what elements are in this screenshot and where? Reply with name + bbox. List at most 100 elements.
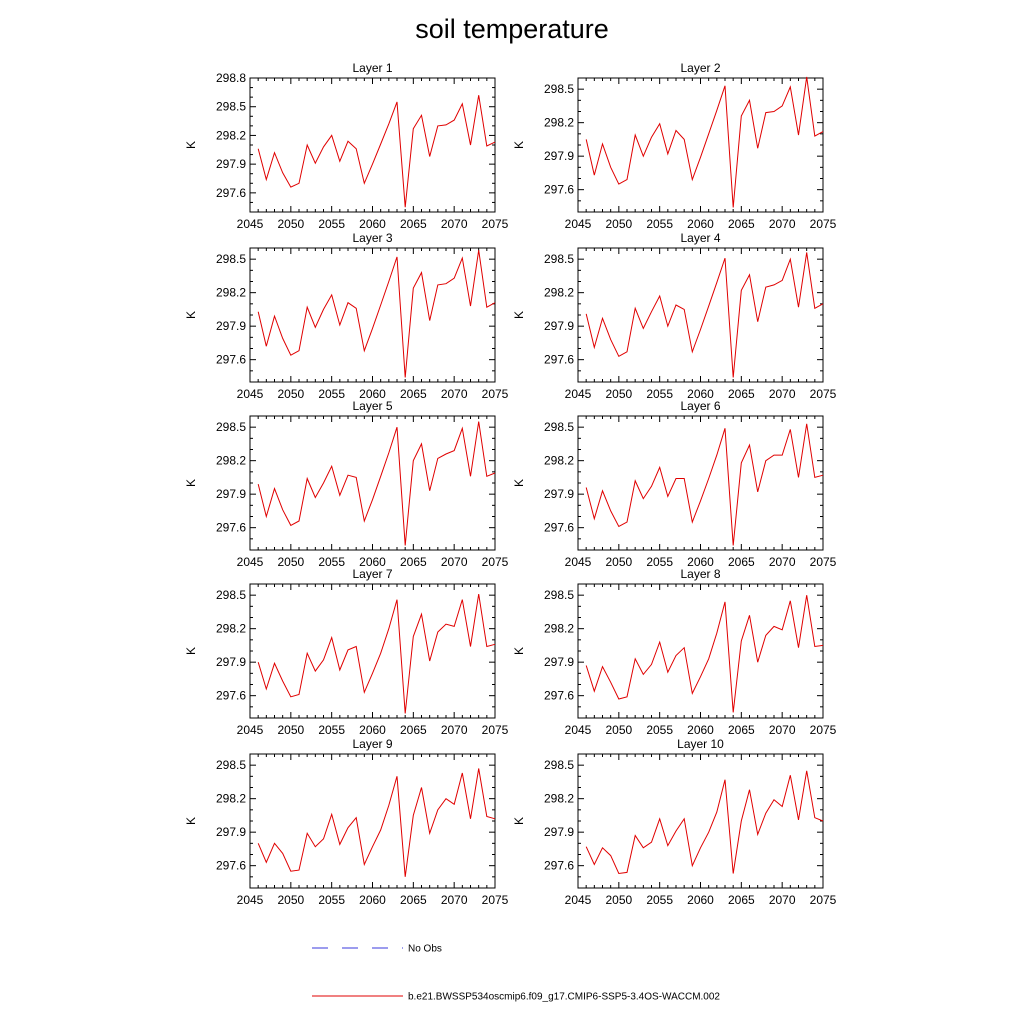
x-tick-label: 2065 [400, 723, 427, 737]
x-tick-label: 2065 [728, 387, 755, 401]
y-tick-label: 297.6 [216, 689, 246, 703]
x-tick-label: 2055 [646, 723, 673, 737]
y-tick-label: 297.6 [544, 689, 574, 703]
x-tick-label: 2075 [482, 555, 509, 569]
y-tick-label: 297.9 [216, 487, 246, 501]
x-tick-label: 2050 [277, 555, 304, 569]
x-tick-label: 2070 [769, 555, 796, 569]
x-tick-label: 2060 [359, 387, 386, 401]
x-tick-label: 2045 [237, 723, 264, 737]
y-tick-label: 297.9 [544, 149, 574, 163]
x-tick-label: 2050 [277, 723, 304, 737]
x-tick-label: 2060 [687, 217, 714, 231]
y-tick-label: 298.5 [544, 588, 574, 602]
x-tick-label: 2065 [728, 893, 755, 907]
y-tick-label: 298.2 [544, 286, 574, 300]
x-tick-label: 2075 [810, 217, 837, 231]
x-tick-label: 2045 [565, 893, 592, 907]
layer-panel: Layer 4 K 2045 2050 2055 2060 2065 2070 2075 297.… [512, 231, 837, 401]
y-tick-label: 297.6 [544, 521, 574, 535]
y-tick-label: 297.9 [544, 319, 574, 333]
y-tick-label: 297.9 [216, 319, 246, 333]
y-tick-label: 297.9 [544, 655, 574, 669]
plot-frame [577, 77, 824, 213]
x-tick-label: 2050 [277, 387, 304, 401]
y-tick-label: 297.9 [216, 157, 246, 171]
x-tick-label: 2065 [400, 893, 427, 907]
x-tick-label: 2055 [318, 893, 345, 907]
x-tick-label: 2070 [441, 555, 468, 569]
layer-panel: Layer 8 K 2045 2050 2055 2060 2065 2070 2075 297.… [512, 567, 837, 737]
x-tick-label: 2045 [565, 723, 592, 737]
legend-model-label: b.e21.BWSSP534oscmip6.f09_g17.CMIP6-SSP5… [408, 992, 720, 1003]
layer-panel: Layer 6 K 2045 2050 2055 2060 2065 2070 2075 297.… [512, 399, 837, 569]
x-tick-label: 2045 [237, 893, 264, 907]
x-tick-label: 2050 [605, 555, 632, 569]
panel-title: Layer 5 [352, 399, 392, 413]
x-tick-label: 2045 [237, 555, 264, 569]
layer-panel: Layer 2 K 2045 2050 2055 2060 2065 2070 2075 297.… [512, 61, 837, 231]
panel-title: Layer 10 [677, 737, 724, 751]
x-tick-label: 2055 [646, 555, 673, 569]
series-line [257, 95, 496, 208]
series-line [257, 768, 496, 877]
x-tick-label: 2060 [359, 555, 386, 569]
y-tick-label: 298.5 [544, 252, 574, 266]
y-tick-label: 297.6 [216, 859, 246, 873]
x-tick-label: 2050 [605, 893, 632, 907]
y-tick-label: 298.5 [544, 758, 574, 772]
y-tick-label: 297.6 [216, 521, 246, 535]
x-tick-label: 2070 [769, 217, 796, 231]
y-tick-label: 297.9 [544, 487, 574, 501]
x-tick-label: 2075 [482, 217, 509, 231]
y-tick-label: 297.6 [544, 183, 574, 197]
layer-panel: Layer 9 K 2045 2050 2055 2060 2065 2070 2075 297.… [184, 737, 509, 907]
x-tick-label: 2060 [359, 723, 386, 737]
y-tick-label: 297.9 [544, 825, 574, 839]
x-tick-label: 2055 [318, 217, 345, 231]
y-tick-label: 298.5 [544, 420, 574, 434]
series-line [257, 250, 496, 378]
y-tick-label: 297.6 [216, 186, 246, 200]
panel-title: Layer 1 [352, 61, 392, 75]
y-tick-label: 298.5 [216, 100, 246, 114]
x-tick-label: 2055 [646, 217, 673, 231]
y-axis-label: K [184, 479, 198, 487]
y-axis-label: K [184, 141, 198, 149]
y-tick-label: 298.2 [216, 128, 246, 142]
plot-frame [577, 753, 824, 889]
series-line [585, 595, 824, 713]
y-tick-label: 298.5 [216, 588, 246, 602]
layer-panel: Layer 7 K 2045 2050 2055 2060 2065 2070 2075 297.… [184, 567, 509, 737]
x-tick-label: 2070 [441, 217, 468, 231]
y-axis-label: K [512, 311, 526, 319]
y-tick-label: 298.2 [544, 454, 574, 468]
panel-title: Layer 4 [680, 231, 720, 245]
series-line [257, 421, 496, 546]
x-tick-label: 2070 [441, 893, 468, 907]
y-tick-label: 297.6 [544, 353, 574, 367]
plot-frame [249, 77, 496, 213]
x-tick-label: 2055 [318, 723, 345, 737]
x-tick-label: 2045 [565, 217, 592, 231]
x-tick-label: 2065 [400, 555, 427, 569]
panel-title: Layer 3 [352, 231, 392, 245]
panel-grid: Layer 1 K 2045 2050 2055 2060 2065 2070 2075 297.… [184, 61, 837, 907]
x-tick-label: 2065 [400, 217, 427, 231]
x-tick-label: 2070 [441, 387, 468, 401]
x-tick-label: 2065 [728, 555, 755, 569]
y-tick-label: 298.2 [544, 116, 574, 130]
y-tick-label: 298.5 [216, 252, 246, 266]
x-tick-label: 2070 [441, 723, 468, 737]
y-tick-label: 298.2 [216, 454, 246, 468]
y-tick-label: 298.8 [216, 71, 246, 85]
x-tick-label: 2050 [277, 217, 304, 231]
x-tick-label: 2075 [482, 893, 509, 907]
layer-panel: Layer 5 K 2045 2050 2055 2060 2065 2070 2075 297.… [184, 399, 509, 569]
x-tick-label: 2075 [482, 723, 509, 737]
x-tick-label: 2045 [565, 555, 592, 569]
y-tick-label: 298.5 [216, 420, 246, 434]
layer-panel: Layer 3 K 2045 2050 2055 2060 2065 2070 2075 297.… [184, 231, 509, 401]
x-tick-label: 2055 [318, 387, 345, 401]
